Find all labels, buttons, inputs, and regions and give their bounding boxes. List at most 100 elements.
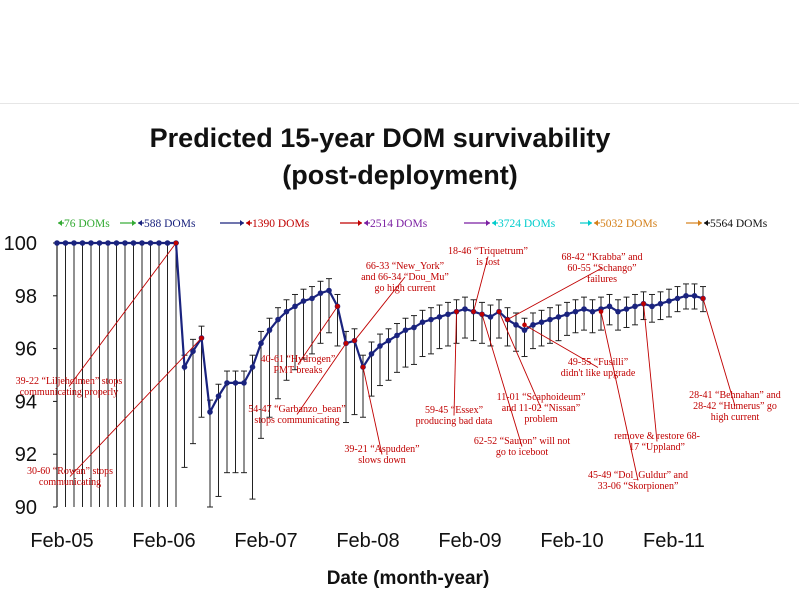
annotation: 40-61 “Hydrogen”PMT breaks [261, 304, 340, 376]
annotation-text: go to iceboot [496, 447, 548, 458]
annotation-text: remove & restore 68- [614, 431, 700, 442]
data-point [419, 319, 426, 326]
data-point [402, 327, 409, 333]
x-axis: Feb-05 Feb-06 Feb-07 Feb-08 Feb-09 Feb-10 Feb-… [30, 530, 705, 552]
annotation: 49-55 “Fusilli”didn't like upgrade [522, 322, 636, 379]
data-point [487, 314, 494, 320]
data-point [232, 380, 239, 386]
annotation-arrowhead [598, 309, 604, 314]
data-point [657, 300, 664, 307]
annotation-arrow [524, 324, 599, 368]
data-point [623, 306, 630, 312]
annotation-text: didn't like upgrade [561, 368, 636, 379]
data-point [113, 240, 120, 246]
data-point [436, 314, 443, 320]
legend-arrowhead-left [246, 220, 250, 226]
annotation-text: producing bad data [416, 416, 493, 427]
data-point [317, 290, 324, 296]
data-point [683, 293, 689, 299]
y-tick-label: 94 [15, 391, 37, 413]
annotation-text: and 66-34 “Dou_Mu” [361, 272, 449, 283]
legend-arrowhead-right [588, 220, 592, 226]
annotation-text: 49-55 “Fusilli” [568, 357, 628, 368]
data-point [249, 364, 256, 370]
legend-label: 1390 DOMs [252, 218, 310, 230]
annotation: 18-46 “Triquetrum”is lost [448, 246, 528, 314]
annotation-text: 62-52 “Sauron” will not [474, 436, 571, 447]
chart-title-line-1: Predicted 15-year DOM survivability [149, 123, 611, 153]
annotation-arrowhead [173, 240, 179, 246]
data-point [122, 240, 128, 246]
legend-label: 5032 DOMs [600, 218, 658, 230]
annotation-arrow [453, 311, 457, 416]
annotation-text: 60-55 “Schango” [567, 263, 636, 274]
annotation-text: 17 “Uppland” [629, 442, 685, 453]
legend-arrowhead-right [132, 220, 136, 226]
data-point [572, 308, 579, 315]
data-point [130, 240, 137, 246]
data-point [666, 298, 672, 304]
annotation: 59-45 “Essex”producing bad data [416, 309, 493, 427]
legend-label: 588 DOMs [144, 218, 196, 230]
data-point [79, 240, 86, 246]
y-tick-label: 90 [15, 497, 37, 519]
data-point [445, 311, 451, 318]
x-tick-label: Feb-07 [234, 530, 297, 552]
annotation-arrow [297, 306, 338, 365]
annotation-arrow [69, 337, 202, 477]
annotation-arrowhead [471, 309, 476, 314]
annotation-text: 11-01 “Scaphoideum” [497, 392, 586, 403]
annotation-text: 39-21 “Aspudden” [344, 444, 419, 455]
annotation: 66-33 “New_York”and 66-34 “Dou_Mu”go hig… [352, 261, 449, 343]
data-point [632, 303, 638, 310]
legend-label: 2514 DOMs [370, 218, 428, 230]
data-point [674, 295, 681, 302]
annotation-arrow [481, 314, 523, 447]
annotation-arrow [643, 303, 658, 442]
annotation: 11-01 “Scaphoideum”and 11-02 “Nissan”pro… [497, 309, 586, 425]
annotation-text: is lost [476, 257, 500, 268]
annotation-arrow [296, 343, 347, 415]
data-point [564, 311, 570, 318]
data-point [54, 240, 60, 246]
data-point [147, 240, 154, 246]
legend-arrowhead-right [486, 220, 490, 226]
legend: 76 DOMs 588 DOMs 1390 DOMs 2514 DOMs 3724 DO… [58, 218, 768, 230]
annotation-arrowhead [505, 317, 510, 322]
data-point [377, 343, 383, 349]
annotation-arrowhead [641, 301, 646, 307]
annotation-arrow [600, 311, 639, 481]
legend-arrowhead-left [364, 220, 368, 226]
annotation-text: 45-49 “Dol_Guldur” and [588, 470, 688, 481]
data-point [326, 287, 332, 294]
legend-arrowhead-left [704, 220, 708, 226]
data-point [207, 409, 213, 415]
data-point [513, 322, 519, 328]
annotation-text: 33-06 “Skorpionen” [598, 481, 679, 492]
annotation-arrowhead [360, 364, 366, 370]
y-tick-label: 98 [15, 286, 37, 308]
chart-title-line-2: (post-deployment) [282, 160, 518, 190]
annotation-text: 40-61 “Hydrogen” [261, 354, 336, 365]
legend-label: 5564 DOMs [710, 218, 768, 230]
legend-label: 3724 DOMs [498, 218, 556, 230]
data-point [691, 293, 698, 299]
annotation-arrowhead [335, 304, 340, 309]
annotation-text: PMT breaks [274, 365, 323, 376]
annotation: remove & restore 68-17 “Uppland” [614, 301, 700, 453]
annotation-arrowhead [700, 296, 706, 301]
data-point [62, 240, 69, 246]
annotation-text: 28-42 “Humerus” go [693, 401, 777, 412]
annotation-text: communicating [39, 477, 101, 488]
annotation-text: 59-45 “Essex” [425, 405, 483, 416]
data-point [309, 295, 315, 302]
data-point [300, 298, 307, 304]
data-point [275, 316, 281, 323]
chart-title: Predicted 15-year DOM survivability (pos… [0, 120, 760, 194]
data-point [428, 316, 434, 323]
annotation-text: failures [587, 274, 617, 285]
